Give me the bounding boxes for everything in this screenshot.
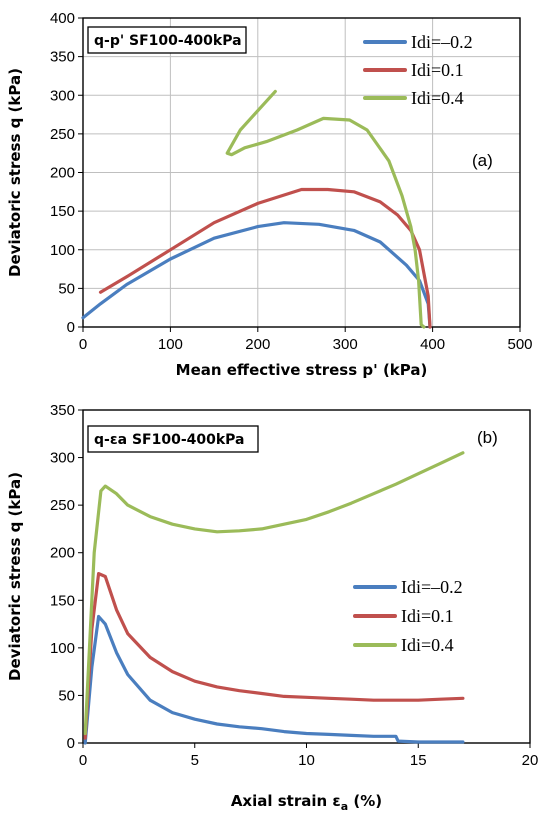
chart1-series-line-2 — [83, 451, 465, 736]
chart0-series-line-2 — [225, 89, 426, 329]
chart0-xtick-label: 300 — [333, 336, 358, 353]
chart0-xtick-label: 400 — [420, 336, 445, 353]
chart1-ytick-label: 350 — [50, 402, 75, 419]
chart1-ytick-label: 300 — [50, 450, 75, 467]
chart0-x-axis-label: Mean effective stress p' (kPa) — [176, 361, 428, 379]
chart1-plot-frame — [82, 409, 531, 744]
chart0-series-line-1 — [98, 187, 432, 329]
chart0-legend-label-0: Idi=–0.2 — [411, 32, 473, 52]
chart1-title-box — [87, 425, 259, 453]
chart0-xtick-label: 500 — [507, 336, 532, 353]
chart0-x-axis-label-main: Mean effective stress p' (kPa) — [176, 361, 428, 379]
chart0-ytick-label: 100 — [50, 242, 75, 259]
chart1-legend-label-1: Idi=0.1 — [401, 606, 454, 626]
chart1-ytick-label: 150 — [50, 592, 75, 609]
chart1-xtick-label: 10 — [298, 752, 315, 769]
chart1-x-axis-label-main: Axial strain ε — [231, 792, 341, 810]
chart1-panel-label: (b) — [477, 428, 498, 447]
chart0-panel-label: (a) — [472, 151, 493, 170]
chart1-legend-label-2: Idi=0.4 — [401, 635, 454, 655]
chart1-xtick-label: 20 — [522, 752, 539, 769]
chart0-ytick-label: 50 — [58, 280, 75, 297]
chart1-y-axis-label: Deviatoric stress q (kPa) — [6, 472, 24, 681]
chart0-ytick-label: 400 — [50, 10, 75, 27]
chart1-xtick-label: 0 — [79, 752, 87, 769]
chart1-ytick-label: 250 — [50, 497, 75, 514]
chart1-x-axis-label-subscript: a — [341, 800, 348, 813]
chart0-group: 0 100 200 300 400 500 0 50 100 150 200 250 300 350 400… — [6, 10, 533, 379]
chart1-ytick-label: 0 — [67, 735, 75, 752]
chart0-xtick-label: 200 — [245, 336, 270, 353]
chart0-legend-label-1: Idi=0.1 — [411, 60, 464, 80]
chart0-ytick-label: 150 — [50, 203, 75, 220]
chart1-legend-label-0: Idi=–0.2 — [401, 577, 463, 597]
chart0-legend-label-2: Idi=0.4 — [411, 88, 464, 108]
chart1-ytick-label: 50 — [58, 687, 75, 704]
chart0-ytick-label: 250 — [50, 126, 75, 143]
chart0-xtick-label: 100 — [158, 336, 183, 353]
chart1-series-line-0 — [83, 614, 465, 745]
chart1-xtick-label: 5 — [191, 752, 199, 769]
chart0-ytick-label: 200 — [50, 165, 75, 182]
chart0-title-box — [87, 26, 247, 54]
chart0-xtick-label: 0 — [79, 336, 87, 353]
chart1-ytick-label: 100 — [50, 640, 75, 657]
chart0-series-line-0 — [81, 221, 432, 329]
chart1-x-axis-label-unit: (%) — [348, 792, 382, 810]
chart1-xtick-label: 15 — [410, 752, 427, 769]
chart1-title: q-εa SF100-400kPa — [94, 432, 245, 448]
chart0-ytick-label: 300 — [50, 87, 75, 104]
chart1-ytick-label: 200 — [50, 545, 75, 562]
chart1-x-axis-label: Axial strain εa (%) — [231, 792, 382, 813]
chart0-ytick-label: 0 — [67, 319, 75, 336]
chart1-series-line-1 — [83, 572, 465, 740]
chart0-y-axis-label: Deviatoric stress q (kPa) — [6, 68, 24, 277]
chart0-ytick-label: 350 — [50, 49, 75, 66]
chart0-title: q-p' SF100-400kPa — [94, 33, 242, 49]
